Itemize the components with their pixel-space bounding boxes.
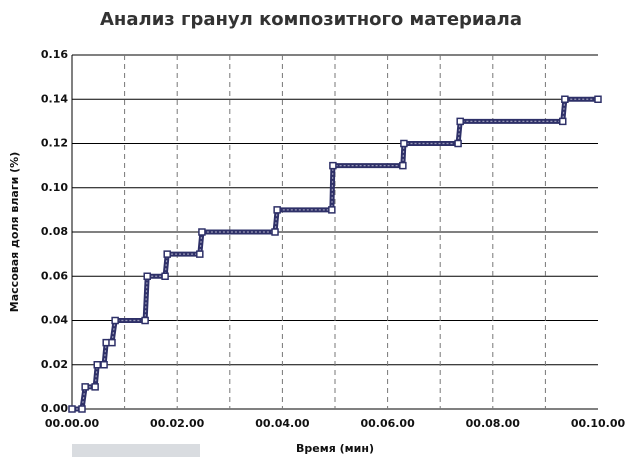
x-tick-label: 00.08.00 xyxy=(466,417,521,430)
y-tick-label: 0.14 xyxy=(41,92,68,105)
data-point xyxy=(274,207,280,213)
x-tick-label: 00.00.00 xyxy=(45,417,100,430)
data-point xyxy=(92,384,98,390)
y-tick-label: 0.08 xyxy=(41,225,68,238)
data-point xyxy=(595,96,601,102)
data-point xyxy=(272,229,278,235)
data-point xyxy=(560,118,566,124)
data-point xyxy=(400,163,406,169)
y-tick-label: 0.02 xyxy=(41,358,68,371)
data-point xyxy=(329,207,335,213)
data-point xyxy=(142,318,148,324)
data-point xyxy=(197,251,203,257)
y-tick-label: 0.12 xyxy=(41,137,68,150)
y-tick-label: 0.04 xyxy=(41,314,68,327)
data-point xyxy=(94,362,100,368)
x-tick-label: 00.06.00 xyxy=(360,417,415,430)
data-point xyxy=(562,96,568,102)
y-tick-label: 0.06 xyxy=(41,269,68,282)
x-tick-label: 00.10.00 xyxy=(571,417,626,430)
chart-title: Анализ гранул композитного материала xyxy=(100,9,522,30)
data-point xyxy=(164,251,170,257)
data-point xyxy=(144,273,150,279)
x-tick-label: 00.02.00 xyxy=(150,417,205,430)
data-point xyxy=(69,406,75,412)
data-point xyxy=(79,406,85,412)
data-point xyxy=(112,318,118,324)
y-tick-label: 0.16 xyxy=(41,48,68,61)
data-point xyxy=(162,273,168,279)
decorative-image xyxy=(72,444,200,457)
data-point xyxy=(109,340,115,346)
y-axis-label: Массовая доля влаги (%) xyxy=(8,152,21,312)
data-point xyxy=(82,384,88,390)
data-point xyxy=(330,163,336,169)
data-point xyxy=(457,118,463,124)
y-tick-label: 0.00 xyxy=(41,402,68,415)
data-point xyxy=(199,229,205,235)
data-point xyxy=(401,141,407,147)
y-tick-label: 0.10 xyxy=(41,181,68,194)
x-axis-label: Время (мин) xyxy=(296,442,374,455)
data-point xyxy=(101,362,107,368)
data-point xyxy=(455,141,461,147)
chart: Анализ гранул композитного материала Вре… xyxy=(0,0,636,457)
x-tick-label: 00.04.00 xyxy=(255,417,310,430)
